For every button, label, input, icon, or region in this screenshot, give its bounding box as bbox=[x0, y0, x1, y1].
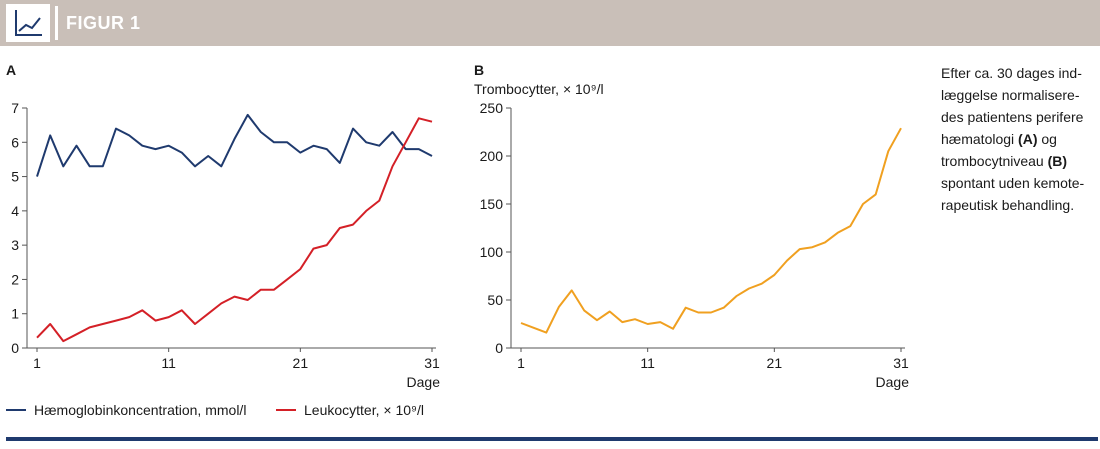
x-tick-label-b: 11 bbox=[640, 355, 655, 371]
caption-line: des patientens perifere bbox=[941, 109, 1084, 125]
panel-b-label: B bbox=[474, 62, 485, 78]
y-tick-label-a: 1 bbox=[11, 306, 19, 322]
x-axis-title-a: Dage bbox=[407, 374, 441, 390]
y-tick-label-a: 7 bbox=[11, 100, 19, 116]
caption-line: spontant uden kemote- bbox=[941, 175, 1085, 191]
x-tick-label-b: 1 bbox=[517, 355, 525, 371]
x-axis-title-b: Dage bbox=[876, 374, 910, 390]
legend-label-hemoglobin: Hæmoglobinkoncentration, mmol/l bbox=[34, 402, 247, 418]
legend-item-hemoglobin: Hæmoglobinkoncentration, mmol/l bbox=[6, 402, 246, 418]
x-tick-label-a: 11 bbox=[161, 355, 176, 371]
panel-a-label: A bbox=[6, 62, 17, 78]
y-tick-label-b: 200 bbox=[480, 148, 504, 164]
legend-item-leukocytes: Leukocytter, × 10⁹/l bbox=[276, 402, 424, 418]
series-line-a-0 bbox=[36, 113, 433, 177]
caption-line: rapeutisk behandling. bbox=[941, 197, 1075, 213]
x-tick-label-a: 31 bbox=[424, 355, 440, 371]
y-tick-label-b: 100 bbox=[480, 244, 504, 260]
y-tick-label-b: 150 bbox=[480, 196, 504, 212]
caption-line: trombocytniveau (B) bbox=[941, 153, 1068, 169]
y-tick-label-a: 5 bbox=[11, 169, 19, 185]
x-tick-label-a: 1 bbox=[33, 355, 41, 371]
y-tick-label-a: 4 bbox=[11, 203, 19, 219]
x-tick-label-a: 21 bbox=[293, 355, 309, 371]
y-tick-label-a: 2 bbox=[11, 271, 19, 287]
y-tick-label-b: 50 bbox=[487, 292, 503, 308]
y-tick-label-b: 0 bbox=[495, 340, 503, 356]
series-line-b-0 bbox=[520, 127, 902, 334]
line-chart-icon bbox=[6, 4, 50, 42]
bottom-rule bbox=[6, 437, 1098, 441]
x-tick-label-b: 21 bbox=[767, 355, 783, 371]
y-tick-label-b: 250 bbox=[480, 100, 504, 116]
caption-line: hæmatologi (A) og bbox=[941, 131, 1057, 147]
figure-caption: Efter ca. 30 dages ind-læggelse normalis… bbox=[941, 62, 1096, 216]
caption-line: Efter ca. 30 dages ind- bbox=[941, 65, 1082, 81]
figure-title: FIGUR 1 bbox=[66, 13, 141, 33]
y-tick-label-a: 3 bbox=[11, 237, 19, 253]
y-tick-label-a: 0 bbox=[11, 340, 19, 356]
legend-swatch-hemoglobin bbox=[6, 409, 26, 411]
series-line-a-1 bbox=[36, 117, 433, 343]
legend-label-leukocytes: Leukocytter, × 10⁹/l bbox=[304, 402, 425, 418]
figure-header: FIGUR 1 bbox=[0, 0, 1100, 46]
panel-b-y-axis-title: Trombocytter, × 10⁹/l bbox=[474, 81, 604, 97]
caption-line: læggelse normalisere- bbox=[941, 87, 1080, 103]
y-tick-label-a: 6 bbox=[11, 134, 19, 150]
legend-swatch-leukocytes bbox=[276, 409, 296, 411]
header-divider bbox=[55, 6, 58, 40]
x-tick-label-b: 31 bbox=[893, 355, 909, 371]
